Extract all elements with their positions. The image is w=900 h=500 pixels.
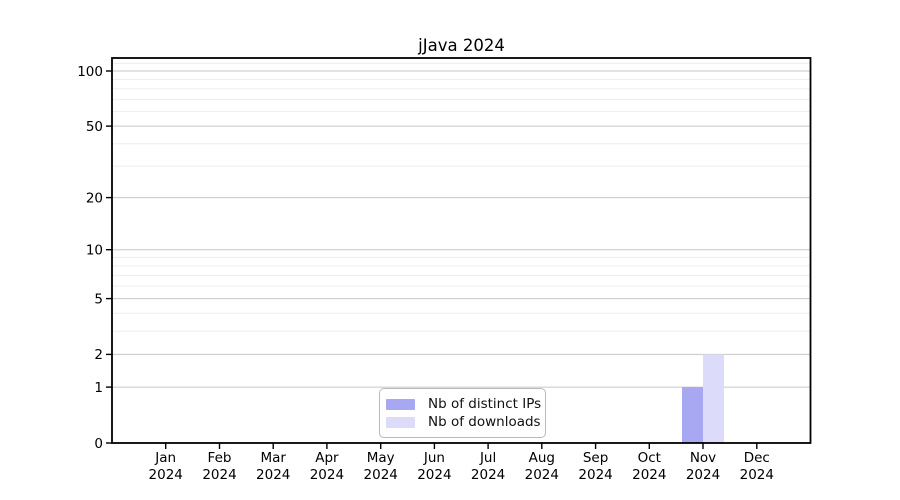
- distinct-ips-swatch: [386, 398, 415, 410]
- legend-label-downloads: Nb of downloads: [428, 414, 541, 430]
- x-tick-label-month: Jul: [479, 450, 496, 466]
- y-tick-label: 100: [77, 64, 103, 80]
- x-tick-label-month: Nov: [690, 450, 716, 466]
- x-tick-label-month: Sep: [583, 450, 608, 466]
- y-tick-label: 20: [86, 190, 103, 206]
- bar-nb-of-downloads: [703, 354, 724, 443]
- legend: Nb of distinct IPs Nb of downloads: [379, 388, 546, 438]
- downloads-swatch: [386, 416, 415, 428]
- y-tick-label: 10: [86, 243, 103, 259]
- x-tick-label-month: Aug: [529, 450, 555, 466]
- legend-item-downloads: Nb of downloads: [386, 414, 541, 430]
- plot-border: [111, 57, 812, 444]
- legend-item-distinct-ips: Nb of distinct IPs: [386, 396, 541, 412]
- y-tick-label: 2: [94, 347, 103, 363]
- x-tick-label-year: 2024: [471, 467, 505, 483]
- x-tick-label-year: 2024: [686, 467, 720, 483]
- x-tick-label-month: Mar: [260, 450, 286, 466]
- legend-label-distinct-ips: Nb of distinct IPs: [428, 396, 542, 412]
- chart-title: jJava 2024: [418, 36, 505, 55]
- y-tick-label: 0: [94, 436, 103, 452]
- y-tick-label: 50: [86, 119, 103, 135]
- bar-nb-of-distinct-ips: [682, 387, 703, 443]
- x-tick-label-month: Dec: [744, 450, 770, 466]
- y-tick-label: 5: [94, 291, 103, 307]
- x-tick-label-month: Feb: [208, 450, 232, 466]
- x-tick-label-year: 2024: [525, 467, 559, 483]
- x-tick-label-year: 2024: [740, 467, 774, 483]
- x-tick-label-month: Oct: [638, 450, 661, 466]
- y-tick-label: 1: [94, 380, 103, 396]
- x-tick-label-month: May: [367, 450, 395, 466]
- x-tick-label-year: 2024: [256, 467, 290, 483]
- x-tick-label-month: Jan: [154, 450, 176, 466]
- x-tick-label-month: Jun: [423, 450, 445, 466]
- x-tick-label-year: 2024: [310, 467, 344, 483]
- x-tick-label-year: 2024: [149, 467, 183, 483]
- x-tick-label-year: 2024: [578, 467, 612, 483]
- x-tick-label-year: 2024: [364, 467, 398, 483]
- x-tick-label-year: 2024: [417, 467, 451, 483]
- x-tick-label-year: 2024: [632, 467, 666, 483]
- x-tick-label-year: 2024: [202, 467, 236, 483]
- x-tick-label-month: Apr: [315, 450, 339, 466]
